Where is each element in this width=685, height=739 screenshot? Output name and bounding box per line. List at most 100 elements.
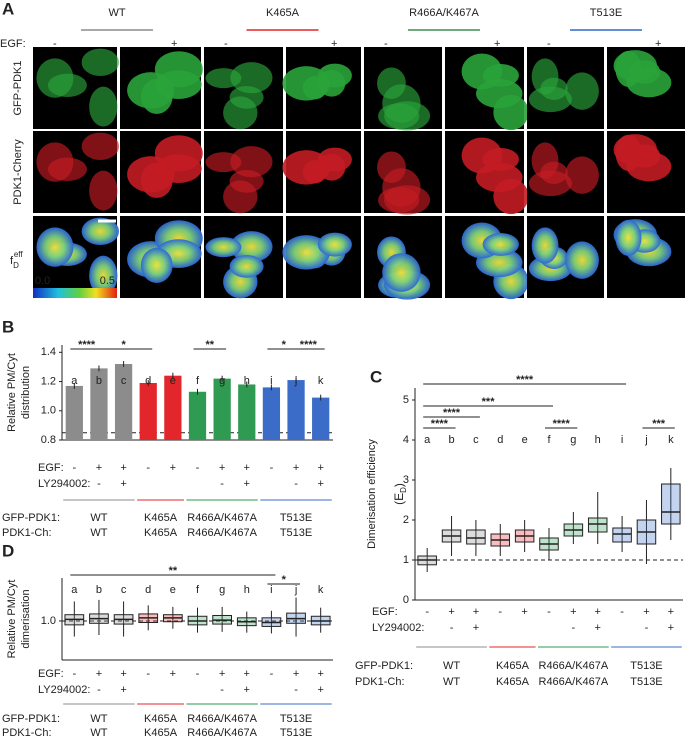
significance-label: *** xyxy=(652,418,666,430)
egf-sign: + xyxy=(96,462,102,474)
egf-label: EGF: xyxy=(372,606,398,618)
ly-sign: + xyxy=(120,684,126,696)
egf-sign: + xyxy=(655,38,661,50)
category-letter: d xyxy=(497,434,503,446)
ly-sign: - xyxy=(220,684,224,696)
cell xyxy=(229,169,264,193)
ch-genotype: T513E xyxy=(280,527,312,539)
group-name: R466A/K467A xyxy=(409,7,479,19)
category-letter: k xyxy=(318,584,324,596)
bar xyxy=(65,385,83,440)
cell xyxy=(482,147,519,171)
ly-sign: - xyxy=(450,622,454,634)
cell xyxy=(317,147,352,172)
category-letter: h xyxy=(244,375,250,387)
significance-label: **** xyxy=(300,339,318,351)
y-tick-label: 1.0 xyxy=(41,615,56,627)
ly-label: LY294002: xyxy=(38,478,90,490)
egf-sign: + xyxy=(120,462,126,474)
panel-label: A xyxy=(2,0,14,18)
gfp-genotype: R466A/K467A xyxy=(187,512,257,524)
category-letter: d xyxy=(145,375,151,387)
y-tick-label: 1 xyxy=(403,554,409,566)
significance-label: * xyxy=(121,339,126,351)
significance-label: ** xyxy=(169,565,178,577)
micrograph xyxy=(527,47,604,129)
egf-sign: + xyxy=(170,462,176,474)
cell xyxy=(615,219,642,256)
bar xyxy=(164,375,182,440)
category-letter: j xyxy=(644,434,647,446)
y-tick-label: 2 xyxy=(403,514,409,526)
ly-sign: + xyxy=(595,622,601,634)
cell xyxy=(229,254,264,278)
row-label: PDK1-Cherry xyxy=(12,139,24,205)
egf-sign: - xyxy=(270,462,274,474)
cell xyxy=(36,142,74,182)
group-name: T513E xyxy=(590,7,622,19)
cell xyxy=(205,152,242,173)
egf-sign: - xyxy=(196,668,200,680)
egf-sign: + xyxy=(170,668,176,680)
ch-genotype: WT xyxy=(443,676,460,688)
cell xyxy=(531,227,559,264)
egf-sign: + xyxy=(494,38,500,50)
gfp-genotype: T513E xyxy=(280,512,312,524)
ly-sign: + xyxy=(120,478,126,490)
significance-label: * xyxy=(282,574,287,586)
micrograph xyxy=(607,47,685,129)
significance-label: * xyxy=(282,339,287,351)
cell xyxy=(89,255,118,296)
micrograph xyxy=(607,216,685,298)
bar xyxy=(213,378,231,440)
category-letter: e xyxy=(170,584,176,596)
significance-label: **** xyxy=(431,418,449,430)
significance-label: **** xyxy=(443,407,461,419)
micrograph xyxy=(33,47,120,129)
egf-sign: + xyxy=(473,606,479,618)
bar xyxy=(238,384,256,440)
micrograph xyxy=(120,47,203,129)
colorbar-max: 0.5 xyxy=(100,275,115,287)
y-axis-label: Relative PM/Cyt xyxy=(6,580,18,659)
egf-sign: - xyxy=(72,462,76,474)
cell xyxy=(140,78,173,114)
egf-sign: + xyxy=(219,462,225,474)
colorbar xyxy=(33,288,117,298)
category-letter: g xyxy=(570,434,576,446)
egf-sign: + xyxy=(293,668,299,680)
micrograph xyxy=(364,216,442,300)
y-tick-label: 5 xyxy=(403,394,409,406)
ch-genotype: R466A/K467A xyxy=(187,527,257,539)
egf-label: EGF: xyxy=(38,668,64,680)
box xyxy=(466,529,486,545)
heat-label-sup: eff xyxy=(14,250,24,259)
cell xyxy=(531,142,559,179)
micrograph xyxy=(120,216,203,298)
egf-sign: + xyxy=(595,606,601,618)
colorbar-min: 0.0 xyxy=(35,275,50,287)
bar xyxy=(90,368,108,440)
egf-sign: - xyxy=(547,38,551,50)
micrograph xyxy=(120,131,203,213)
gfp-genotype: WT xyxy=(443,660,460,672)
cell xyxy=(565,241,599,279)
micrograph xyxy=(204,216,283,299)
category-letter: i xyxy=(621,434,623,446)
egf-sign: + xyxy=(331,38,337,50)
cell xyxy=(615,50,642,87)
cell xyxy=(482,63,519,87)
category-letter: f xyxy=(196,584,200,596)
micrograph xyxy=(282,47,361,129)
y-axis-label: distribution xyxy=(20,366,32,419)
ly-sign: + xyxy=(317,478,323,490)
cell xyxy=(317,63,352,88)
significance-label: **** xyxy=(78,339,96,351)
cell xyxy=(230,146,273,178)
y-tick-label: 0.8 xyxy=(41,434,56,446)
category-letter: c xyxy=(121,375,127,387)
cell xyxy=(89,86,118,127)
gfp-label: GFP-PDK1: xyxy=(2,713,60,725)
cell xyxy=(81,48,120,77)
cell xyxy=(230,62,273,94)
